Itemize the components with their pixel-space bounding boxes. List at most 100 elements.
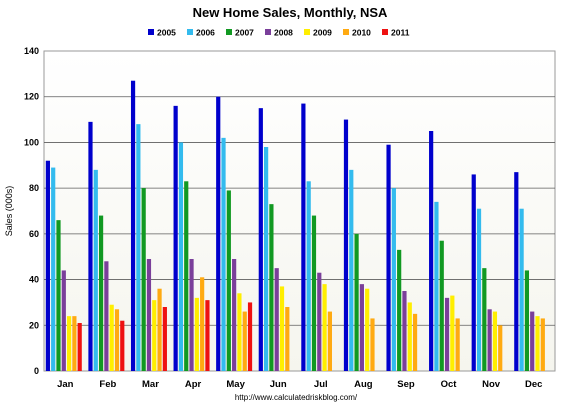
bar-jun-2005 <box>258 108 263 371</box>
y-axis-label: Sales (000s) <box>4 186 14 237</box>
x-tick-label-dec: Dec <box>525 379 542 390</box>
legend: 2005 2006 2007 2008 2009 2010 2011 <box>148 28 410 38</box>
y-tick-label: 60 <box>29 229 39 239</box>
y-axis-ticks: 0 20 40 60 80 100 120 140 <box>24 46 39 376</box>
legend-label-2006: 2006 <box>196 28 215 38</box>
bar-nov-2006 <box>476 208 482 371</box>
legend-label-2007: 2007 <box>235 28 254 38</box>
bar-mar-2009 <box>152 300 157 371</box>
bar-feb-2005 <box>88 121 93 371</box>
bar-feb-2009 <box>109 304 114 371</box>
bar-dec-2008 <box>530 311 535 371</box>
bar-dec-2007 <box>524 270 530 371</box>
bar-jul-2007 <box>311 215 317 371</box>
legend-label-2009: 2009 <box>313 28 332 38</box>
legend-swatch-2009 <box>304 29 310 35</box>
bar-jun-2006 <box>264 147 269 371</box>
bar-mar-2006 <box>136 124 141 371</box>
bar-apr-2006 <box>178 142 184 371</box>
bar-nov-2010 <box>498 325 503 371</box>
y-tick-label: 140 <box>24 46 39 56</box>
bar-aug-2010 <box>370 318 375 371</box>
bar-sep-2009 <box>407 302 412 371</box>
x-tick-label-jan: Jan <box>57 379 74 390</box>
bar-nov-2009 <box>492 311 498 371</box>
bar-mar-2008 <box>146 259 152 371</box>
bar-nov-2007 <box>482 268 487 371</box>
bar-feb-2010 <box>114 309 120 371</box>
bar-jul-2006 <box>306 181 311 371</box>
bar-apr-2007 <box>184 181 189 371</box>
bar-feb-2006 <box>93 169 98 371</box>
bar-jan-2009 <box>66 316 72 371</box>
bar-dec-2005 <box>514 172 519 371</box>
bar-oct-2009 <box>450 295 455 371</box>
bar-mar-2010 <box>157 288 162 371</box>
bar-aug-2006 <box>349 169 354 371</box>
bar-oct-2008 <box>444 297 450 371</box>
bar-oct-2006 <box>434 201 439 371</box>
bars <box>45 80 545 372</box>
x-tick-label-aug: Aug <box>354 379 373 390</box>
x-tick-label-apr: Apr <box>185 379 202 390</box>
legend-swatch-2008 <box>265 29 271 35</box>
bar-may-2008 <box>232 259 237 371</box>
bar-jan-2007 <box>56 220 61 371</box>
legend-label-2010: 2010 <box>352 28 371 38</box>
y-tick-label: 120 <box>24 92 39 102</box>
legend-swatch-2011 <box>382 29 388 35</box>
bar-jan-2006 <box>51 167 56 371</box>
bar-oct-2010 <box>455 318 460 371</box>
bar-oct-2007 <box>439 240 444 371</box>
bar-jul-2009 <box>322 284 327 371</box>
bar-nov-2005 <box>471 174 476 371</box>
y-tick-label: 40 <box>29 275 39 285</box>
bar-may-2009 <box>237 293 242 371</box>
legend-label-2008: 2008 <box>274 28 293 38</box>
plot-area <box>43 50 556 372</box>
bar-may-2011 <box>247 302 253 371</box>
bar-apr-2009 <box>194 297 199 371</box>
bar-sep-2006 <box>391 188 396 371</box>
x-tick-label-jul: Jul <box>314 379 328 390</box>
bar-mar-2005 <box>130 80 136 372</box>
bar-nov-2008 <box>487 309 492 371</box>
legend-swatch-2006 <box>187 29 193 35</box>
bar-oct-2005 <box>429 131 434 371</box>
bar-jul-2008 <box>317 272 322 371</box>
bar-jan-2011 <box>77 323 82 371</box>
bar-jan-2008 <box>61 270 66 371</box>
gridlines <box>44 96 555 326</box>
bar-may-2010 <box>242 311 247 371</box>
bar-may-2005 <box>216 96 221 372</box>
bar-may-2007 <box>226 190 231 371</box>
bar-apr-2008 <box>189 259 194 371</box>
bar-sep-2005 <box>386 144 391 371</box>
x-tick-label-jun: Jun <box>270 379 287 390</box>
bar-jun-2009 <box>279 286 285 371</box>
bar-jul-2005 <box>301 103 306 371</box>
bar-jun-2008 <box>274 268 279 371</box>
bar-jun-2007 <box>269 204 274 371</box>
bar-mar-2011 <box>162 307 167 371</box>
legend-label-2011: 2011 <box>391 28 410 38</box>
bar-feb-2011 <box>120 320 125 371</box>
y-tick-label: 0 <box>34 366 39 376</box>
x-tick-label-mar: Mar <box>142 379 159 390</box>
bar-sep-2008 <box>402 291 407 371</box>
bar-apr-2011 <box>205 300 210 371</box>
legend-swatch-2010 <box>343 29 349 35</box>
bar-feb-2008 <box>104 261 109 371</box>
bar-aug-2009 <box>365 288 370 371</box>
legend-swatch-2007 <box>226 29 232 35</box>
bar-apr-2005 <box>173 105 178 372</box>
x-tick-label-sep: Sep <box>397 379 415 390</box>
legend-label-2005: 2005 <box>157 28 176 38</box>
bar-dec-2010 <box>540 318 545 371</box>
bar-jan-2005 <box>45 160 50 371</box>
bar-mar-2007 <box>141 188 146 371</box>
y-tick-label: 100 <box>24 137 39 147</box>
bar-aug-2007 <box>354 233 359 371</box>
x-tick-label-nov: Nov <box>482 379 501 390</box>
